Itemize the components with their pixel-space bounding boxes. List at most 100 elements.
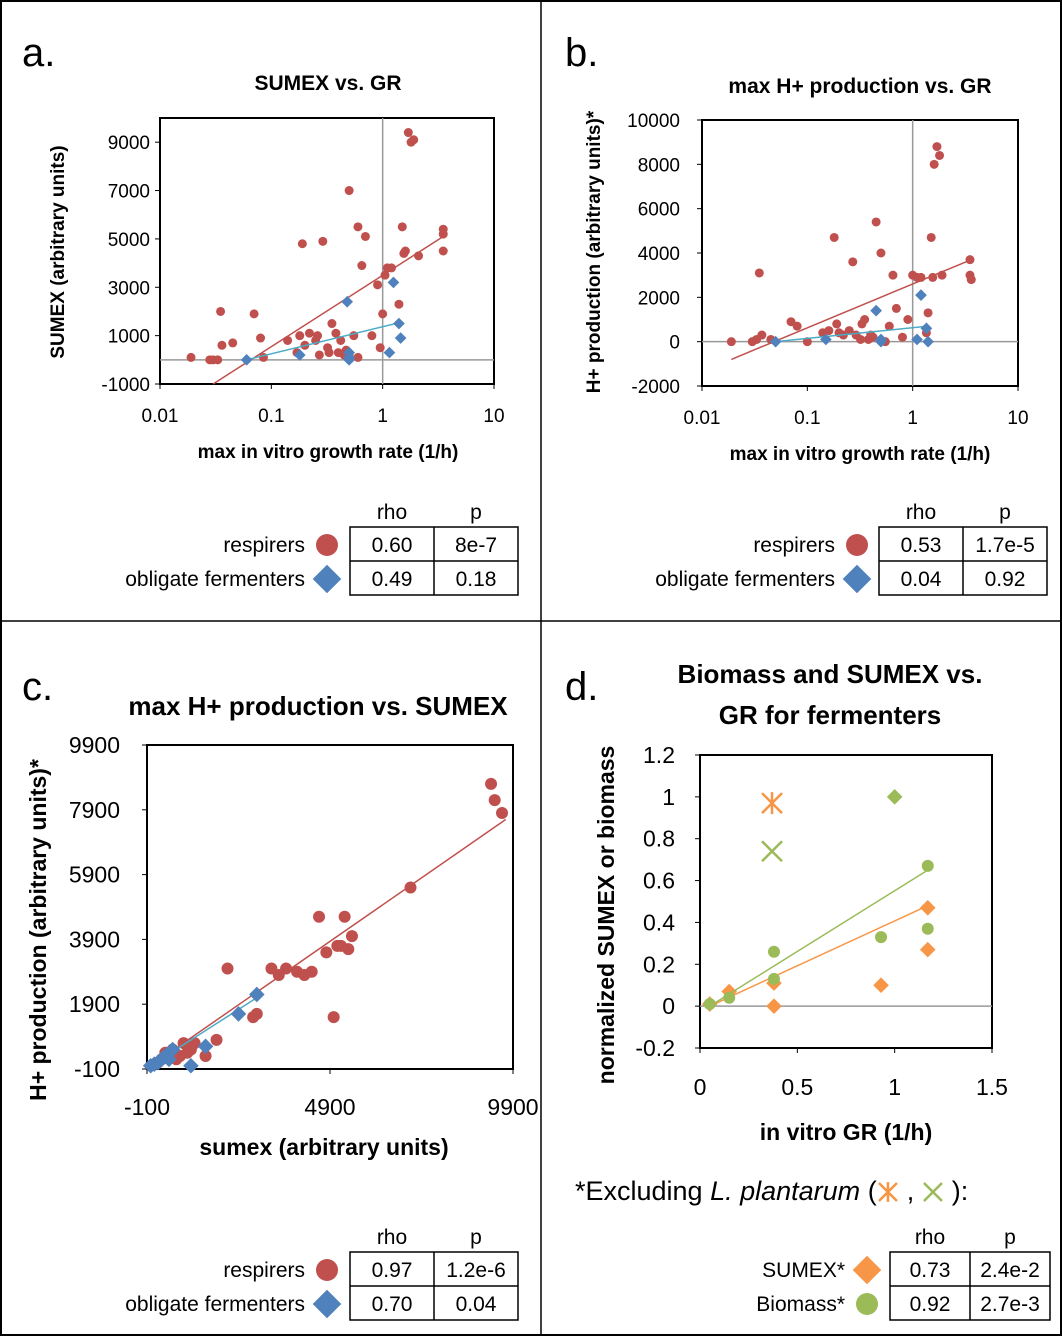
data-point — [360, 231, 370, 241]
data-point — [916, 272, 926, 282]
data-point — [875, 335, 887, 348]
data-point — [327, 319, 337, 329]
stats-p: 0.04 — [456, 1293, 497, 1316]
data-point — [761, 840, 783, 863]
data-point — [875, 931, 888, 944]
data-point — [873, 977, 889, 994]
data-point — [210, 1033, 223, 1046]
data-point — [344, 186, 354, 196]
data-point — [966, 275, 976, 285]
data-point — [911, 333, 923, 346]
stats-p: 8e-7 — [455, 534, 497, 557]
y-axis-label: H+ production (arbitrary units)* — [584, 110, 605, 393]
stats-header-p: p — [999, 501, 1011, 524]
y-tick-label: 7900 — [69, 797, 120, 823]
stats-row-label: Biomass* — [756, 1293, 845, 1316]
y-tick-label: 0 — [669, 333, 680, 354]
x-axis-label: max in vitro growth rate (1/h) — [198, 442, 459, 463]
data-point — [249, 986, 265, 1003]
series-obligate-fermenters — [769, 289, 934, 348]
data-point — [342, 943, 355, 956]
data-point — [393, 317, 405, 330]
stats-row: Biomass* 0.92 2.7e-3 — [756, 1293, 1040, 1316]
stats-row-label: respirers — [223, 534, 305, 557]
data-point — [249, 309, 259, 319]
stats-row: SUMEX* 0.73 2.4e-2 — [762, 1255, 1040, 1285]
data-point — [314, 350, 324, 360]
y-tick-label: 3000 — [108, 278, 150, 299]
data-point — [240, 353, 253, 366]
series-respirers — [150, 777, 509, 1069]
x-tick-label: 0.01 — [684, 408, 721, 429]
x-marker-icon — [923, 1182, 943, 1202]
chart-title-line1: Biomass and SUMEX vs. — [678, 659, 983, 689]
data-point — [860, 315, 870, 324]
stats-p: 0.92 — [985, 568, 1026, 591]
data-point — [496, 807, 509, 820]
data-point — [378, 309, 388, 319]
series-l-plantarum-sumex — [761, 792, 783, 815]
data-point — [313, 331, 323, 341]
trendline — [150, 818, 507, 1067]
data-point — [216, 306, 226, 316]
x-tick-label: 0 — [694, 1074, 707, 1100]
y-axis-label: normalized SUMEX or biomass — [593, 746, 619, 1085]
legend-marker — [316, 534, 338, 556]
plot-frame — [701, 119, 1019, 387]
trendline — [246, 321, 401, 361]
data-point — [403, 128, 413, 138]
data-point — [283, 335, 293, 345]
x-tick-label: 1 — [907, 408, 918, 429]
y-tick-label: 0 — [662, 993, 675, 1019]
stats-rho: 0.49 — [372, 568, 413, 591]
stats-header-rho: rho — [915, 1226, 945, 1249]
stats-row: obligate fermenters 0.49 0.18 — [125, 564, 496, 594]
panel-letter: b. — [565, 31, 598, 75]
legend-marker — [846, 534, 868, 556]
y-tick-label: 1.2 — [643, 742, 675, 768]
y-tick-label: 7000 — [108, 182, 150, 203]
data-point — [870, 304, 882, 317]
data-point — [345, 930, 358, 943]
data-point — [297, 239, 307, 249]
data-point — [386, 263, 396, 273]
data-point — [320, 946, 333, 959]
y-tick-label: 0.4 — [643, 909, 675, 935]
data-point — [164, 1041, 181, 1058]
data-point — [305, 965, 318, 978]
legend-marker — [316, 1259, 338, 1281]
y-tick-label: 5900 — [69, 862, 120, 888]
stats-header-rho: rho — [906, 501, 936, 524]
y-tick-label: 9000 — [108, 133, 150, 154]
data-point — [921, 859, 934, 872]
data-point — [250, 1007, 263, 1020]
data-point — [318, 236, 328, 246]
y-tick-label: 1 — [662, 784, 675, 810]
x-axis-label: in vitro GR (1/h) — [760, 1119, 933, 1145]
data-point — [380, 270, 390, 280]
data-point — [230, 1006, 247, 1022]
data-point — [723, 991, 736, 1004]
data-point — [409, 135, 419, 145]
data-point — [331, 328, 341, 338]
data-point — [844, 326, 854, 336]
y-tick-label: 4000 — [638, 244, 680, 265]
trendline — [709, 905, 929, 1007]
panel-d: d. Biomass and SUMEX vs. GR for fermente… — [565, 659, 1051, 1321]
data-point — [903, 315, 913, 324]
stats-rho: 0.73 — [910, 1259, 951, 1282]
data-point — [965, 255, 975, 265]
data-point — [792, 321, 802, 331]
stats-header-p: p — [470, 501, 482, 524]
stats-row: respirers 0.97 1.2e-6 — [223, 1259, 506, 1282]
data-point — [327, 1011, 340, 1024]
stats-rho: 0.97 — [372, 1259, 413, 1282]
data-point — [761, 792, 783, 815]
panel-b: b. max H+ production vs. GR H+ productio… — [565, 31, 1048, 596]
data-point — [295, 331, 305, 341]
x-tick-label: -100 — [124, 1094, 170, 1120]
stats-rho: 0.53 — [901, 534, 942, 557]
data-point — [367, 331, 377, 341]
